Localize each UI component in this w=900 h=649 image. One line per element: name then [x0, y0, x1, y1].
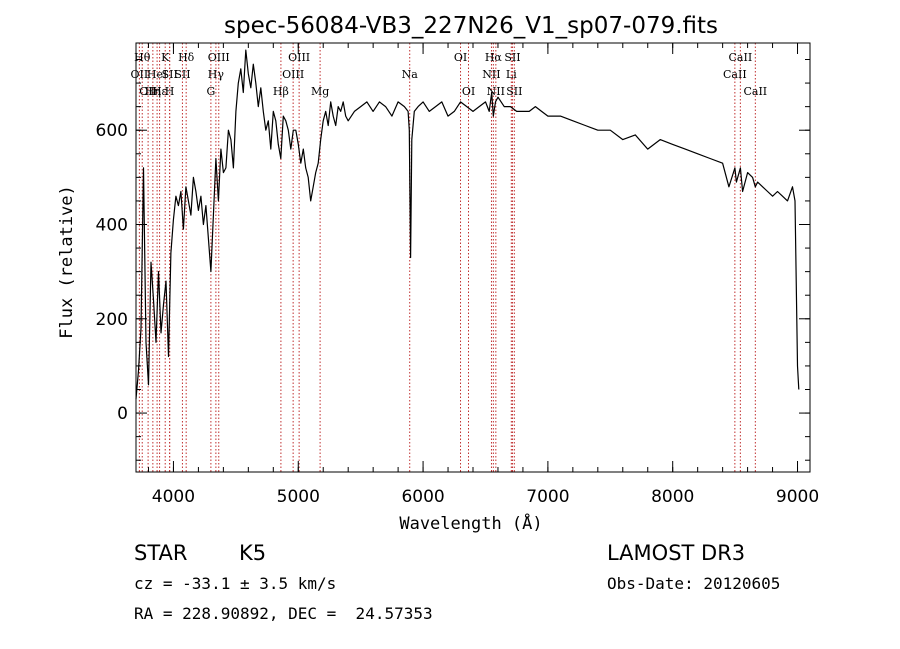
plot-frame [135, 42, 811, 473]
spectral-line-label: Hη [145, 85, 161, 98]
spectral-line-label: OII [139, 85, 157, 98]
spectral-line-label: CaII [723, 68, 747, 81]
x-axis-label: Wavelength (Å) [399, 512, 542, 534]
spectral-line-label: Hα [485, 51, 503, 64]
spectral-line-label: SII [504, 51, 520, 64]
spectral-line-label: CaII [729, 51, 753, 64]
spectral-line-label: G [206, 85, 215, 98]
spectral-line-label: NII [482, 68, 500, 81]
x-tick-label: 7000 [526, 487, 569, 507]
spectral-line-label: HeI [147, 68, 167, 81]
object-class: STAR [134, 541, 188, 565]
y-tick-label: 400 [96, 216, 128, 236]
observation-date: Obs-Date: 20120605 [607, 574, 781, 593]
spectral-line-label: Hβ [273, 85, 289, 98]
spectral-line-label: SII [506, 85, 522, 98]
axes: 4000 5000 6000 7000 8000 9000 0 200 400 600 [96, 42, 819, 507]
spectral-line-label: OIII [282, 68, 304, 81]
x-tick-label: 9000 [776, 487, 819, 507]
y-tick-label: 200 [96, 310, 128, 330]
y-tick-label: 0 [117, 404, 128, 424]
coordinates: RA = 228.90892, DEC = 24.57353 [134, 604, 433, 623]
y-axis-label: Flux (relative) [57, 185, 77, 339]
spectral-line-label: Hγ [208, 68, 225, 81]
spectral-line-label: Hδ [178, 51, 195, 64]
survey-name: LAMOST DR3 [607, 541, 746, 565]
object-subclass: K5 [239, 541, 267, 565]
chart-title: spec-56084-VB3_227N26_V1_sp07-079.fits [224, 13, 718, 39]
spectral-line-label: Na [402, 68, 419, 81]
spectral-line-label: Hθ [134, 51, 151, 64]
spectral-line-labels: OIIHθOIIHηHeIHεKHSIISIIHδGHγOIIIHβOIIIOI… [131, 51, 768, 98]
spectral-line-markers [138, 43, 756, 472]
spectral-line-label: CaII [743, 85, 767, 98]
spectral-line-label: OII [131, 68, 149, 81]
redshift-velocity: cz = -33.1 ± 3.5 km/s [134, 574, 337, 593]
spectral-line-label: OIII [208, 51, 230, 64]
x-tick-label: 6000 [401, 487, 444, 507]
spectral-line-label: OI [462, 85, 475, 98]
x-tick-label: 4000 [152, 487, 195, 507]
spectrum-line-0 [135, 49, 800, 399]
spectral-line-label: SII [174, 68, 190, 81]
spectral-line-label: K [161, 51, 170, 64]
spectral-line-label: NII [487, 85, 505, 98]
spectral-line-label: H [165, 85, 175, 98]
spectral-line-label: OIII [288, 51, 310, 64]
spectrum-series [135, 49, 800, 399]
y-tick-label: 600 [96, 121, 128, 141]
spectral-line-label: SII [162, 68, 178, 81]
spectral-line-label: Li [506, 68, 517, 81]
spectral-line-label: OI [454, 51, 467, 64]
x-tick-label: 5000 [277, 487, 320, 507]
x-tick-label: 8000 [651, 487, 694, 507]
spectral-line-label: Hε [152, 85, 168, 98]
spectral-line-label: Mg [311, 85, 329, 98]
